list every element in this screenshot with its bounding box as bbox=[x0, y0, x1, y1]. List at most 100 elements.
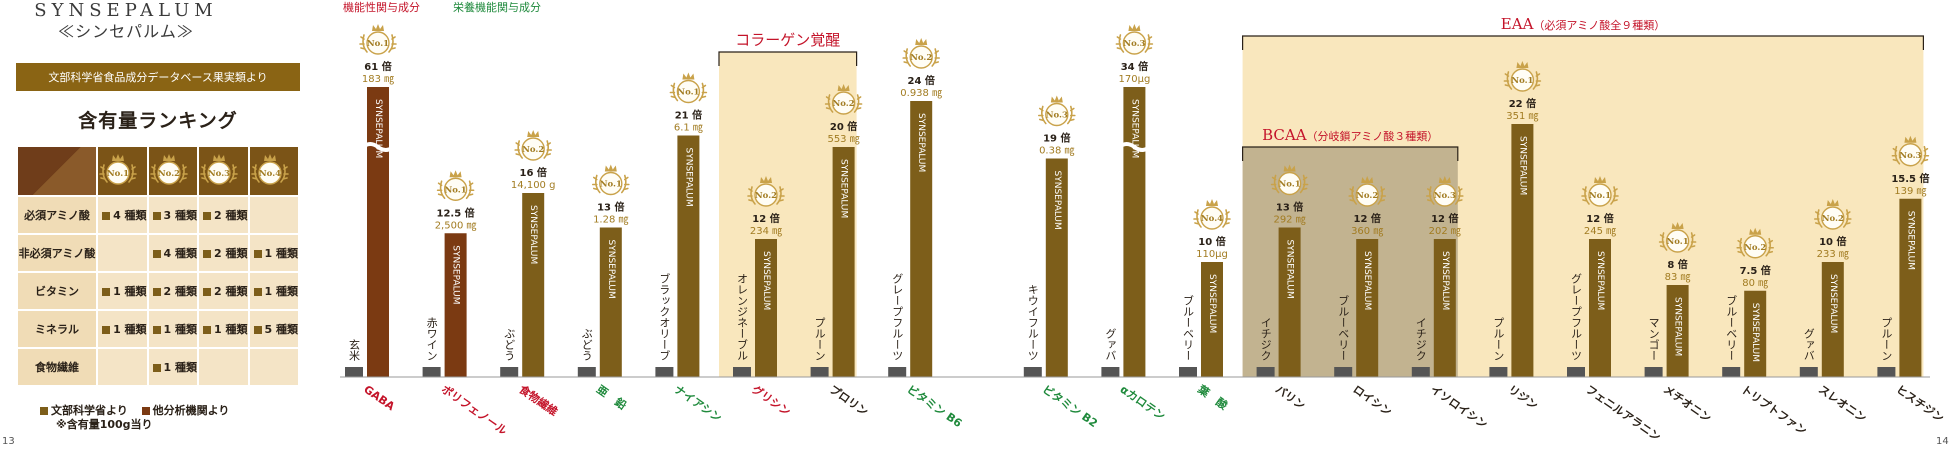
ranking-cell-value: 1 種類 bbox=[264, 247, 298, 260]
rank-medal-label: No.2 bbox=[833, 99, 855, 109]
synsepalum-bar bbox=[832, 147, 855, 377]
bar-group: ぶどう SYNSEPALUM 13 倍1.28 ㎎ No.1 亜 鉛 bbox=[577, 164, 630, 412]
ranking-row-label: ミネラル bbox=[18, 311, 97, 347]
ranking-cell-value: 2 種類 bbox=[163, 285, 198, 298]
compare-bar bbox=[1799, 367, 1818, 377]
synsepalum-bar bbox=[1045, 158, 1068, 377]
nutrient-label: ビタミン B2 bbox=[1040, 382, 1100, 430]
bar-inner-label: SYNSEPALUM bbox=[1595, 251, 1605, 310]
nutrient-label: フェニルアラニン bbox=[1583, 383, 1663, 444]
synsepalum-bar bbox=[1899, 198, 1922, 377]
bar-inner-label: SYNSEPALUM bbox=[1207, 274, 1217, 333]
rank-medal-label: No.1 bbox=[1589, 191, 1611, 201]
rank-medal-icon: No.2 bbox=[1348, 176, 1386, 207]
compare-bar bbox=[1023, 367, 1042, 377]
page-number-left: 13 bbox=[2, 436, 15, 447]
times-label: 12 倍 bbox=[752, 212, 779, 225]
ranking-cell: 1 種類 bbox=[148, 311, 198, 347]
ranking-table-row: ミネラル 1 種類 1 種類 1 種類 5 種類 bbox=[18, 311, 298, 347]
synsepalum-bar bbox=[1589, 239, 1611, 377]
bar-inner-label: SYNSEPALUM bbox=[451, 245, 461, 304]
synsepalum-bar bbox=[1511, 124, 1534, 377]
amount-label: 245 ㎎ bbox=[1584, 226, 1616, 237]
ranking-cell-value: 5 種類 bbox=[264, 323, 298, 336]
nutrient-label: αカロテン bbox=[1118, 383, 1168, 423]
legend-note: ※含有量100g当り bbox=[56, 418, 153, 431]
ranking-header-no3: No.3 bbox=[199, 147, 248, 195]
ranking-cell-swatch bbox=[152, 288, 161, 296]
bar-group: キウイフルーツ SYNSEPALUM 19 倍0.38 ㎎ No.3 ビタミン B2 bbox=[1023, 95, 1100, 430]
ranking-cell-value: 2 種類 bbox=[214, 247, 248, 260]
rank-medal-icon: No.3 bbox=[1891, 135, 1930, 167]
times-label: 24 倍 bbox=[907, 74, 934, 87]
nutrient-label: GABA bbox=[361, 383, 397, 414]
rank-medal-label: No.3 bbox=[1046, 111, 1068, 121]
compare-bar bbox=[655, 367, 674, 377]
ranking-cell-swatch bbox=[253, 288, 262, 296]
rank-medal-label: No.3 bbox=[1434, 191, 1456, 201]
times-label: 10 倍 bbox=[1198, 235, 1225, 248]
times-label: 13 倍 bbox=[1276, 201, 1303, 214]
compare-food-label: プルーン bbox=[1492, 317, 1505, 361]
compare-bar bbox=[1101, 367, 1120, 377]
brand-subtitle: ≪シンセパルム≫ bbox=[58, 22, 194, 41]
ranking-cell-swatch bbox=[102, 326, 111, 334]
ranking-row-label: 食物繊維 bbox=[18, 349, 97, 385]
rank-medal-icon: No.1 bbox=[359, 24, 397, 55]
rank-medal-label: No.4 bbox=[1201, 214, 1223, 224]
rank-medal-label: No.2 bbox=[157, 169, 179, 179]
rank-medal-label: No.2 bbox=[1822, 214, 1844, 224]
rank-medal-icon: No.4 bbox=[250, 154, 289, 185]
ranking-cell-value: 1 種類 bbox=[163, 361, 198, 374]
compare-bar bbox=[1644, 367, 1663, 377]
ranking-cell bbox=[249, 197, 298, 233]
ranking-title: 含有量ランキング bbox=[78, 110, 238, 132]
ranking-cell-value: 3 種類 bbox=[163, 209, 198, 222]
bracket-subtitle: （必須アミノ酸全９種類） bbox=[1533, 18, 1665, 32]
amount-label: 14,100 g bbox=[511, 180, 556, 191]
ranking-cell: 5 種類 bbox=[249, 311, 298, 347]
compare-bar bbox=[500, 367, 519, 377]
rank-medal-icon: No.1 bbox=[591, 164, 630, 196]
ranking-cell-value: 4 種類 bbox=[113, 209, 147, 222]
bar-group: 赤ワイン SYNSEPALUM 12.5 倍2,500 ㎎ No.1 ポリフェノール bbox=[422, 170, 510, 438]
bracket-title: コラーゲン覚醒 bbox=[735, 31, 840, 49]
rank-medal-icon: No.1 bbox=[669, 72, 708, 104]
bar-inner-label: SYNSEPALUM bbox=[1517, 136, 1527, 195]
compare-bar bbox=[888, 367, 907, 377]
ranking-table-row: 必須アミノ酸 4 種類 3 種類 2 種類 bbox=[18, 197, 298, 233]
amount-label: 1.28 ㎎ bbox=[593, 215, 628, 226]
rank-medal-label: No.2 bbox=[522, 145, 544, 155]
rank-medal-icon: No.1 bbox=[1270, 164, 1309, 196]
bar-inner-label: SYNSEPALUM bbox=[606, 240, 616, 299]
times-label: 34 倍 bbox=[1121, 60, 1148, 73]
rank-medal-label: No.1 bbox=[367, 39, 389, 49]
compare-food-label: 玄米 bbox=[348, 338, 361, 362]
amount-label: 2,500 ㎎ bbox=[435, 220, 477, 231]
ranking-cell: 2 種類 bbox=[148, 273, 198, 309]
ranking-cell-swatch bbox=[203, 326, 212, 334]
times-label: 13 倍 bbox=[597, 201, 624, 214]
ranking-cell: 2 種類 bbox=[199, 235, 248, 271]
compare-bar bbox=[733, 367, 751, 377]
rank-medal-label: No.1 bbox=[445, 185, 467, 195]
ranking-cell bbox=[199, 349, 248, 385]
bracket-title-main: コラーゲン覚醒 bbox=[735, 31, 840, 49]
compare-food-label: グレープフルーツ bbox=[891, 273, 904, 361]
rank-medal-icon: No.1 bbox=[1503, 61, 1542, 92]
compare-food-label: イチジク bbox=[1414, 317, 1427, 361]
times-label: 61 倍 bbox=[364, 60, 391, 73]
ranking-cell: 1 種類 bbox=[199, 311, 248, 347]
ranking-cell bbox=[98, 349, 147, 385]
compare-food-label: ぶどう bbox=[503, 328, 516, 361]
synsepalum-bar bbox=[677, 135, 700, 377]
ranking-cell-swatch bbox=[203, 212, 212, 220]
ranking-table-row: 非必須アミノ酸 4 種類 2 種類 1 種類 bbox=[18, 235, 298, 271]
rank-medal-label: No.1 bbox=[107, 169, 129, 179]
rank-medal-label: No.1 bbox=[1279, 180, 1301, 190]
bracket-title: BCAA（分岐鎖アミノ酸３種類） bbox=[1262, 126, 1438, 144]
amount-label: 6.1 ㎎ bbox=[674, 123, 703, 134]
ranking-cell-swatch bbox=[102, 288, 111, 296]
